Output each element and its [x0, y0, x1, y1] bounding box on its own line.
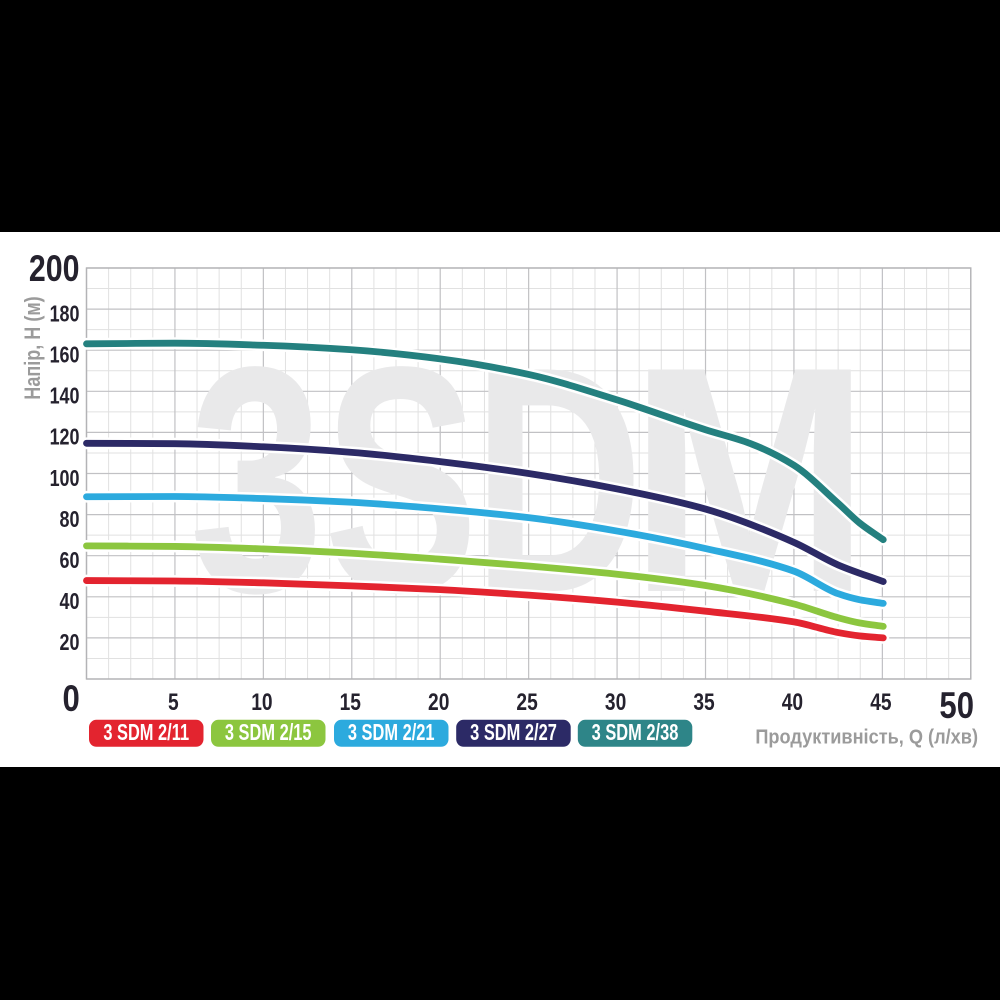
svg-text:20: 20: [428, 688, 449, 716]
svg-text:40: 40: [60, 589, 80, 615]
svg-text:30: 30: [605, 688, 626, 716]
svg-text:100: 100: [50, 466, 80, 492]
svg-text:40: 40: [782, 688, 803, 716]
svg-text:120: 120: [50, 425, 80, 451]
svg-text:3 SDM 2/38: 3 SDM 2/38: [592, 720, 679, 745]
svg-text:140: 140: [50, 384, 80, 410]
svg-text:80: 80: [60, 507, 80, 533]
svg-text:50: 50: [939, 685, 974, 726]
svg-text:160: 160: [50, 342, 80, 368]
svg-text:0: 0: [62, 679, 79, 720]
svg-text:3 SDM 2/21: 3 SDM 2/21: [348, 720, 435, 745]
svg-text:35: 35: [693, 688, 714, 716]
svg-text:25: 25: [516, 688, 537, 716]
svg-text:10: 10: [251, 688, 272, 716]
svg-text:15: 15: [340, 688, 361, 716]
svg-text:3 SDM 2/15: 3 SDM 2/15: [225, 720, 312, 745]
svg-text:20: 20: [60, 630, 80, 656]
svg-text:5: 5: [168, 688, 179, 716]
svg-text:3: 3: [189, 300, 323, 660]
svg-text:Напір, H (м): Напір, H (м): [21, 296, 45, 399]
svg-text:60: 60: [60, 548, 80, 574]
svg-text:3 SDM 2/11: 3 SDM 2/11: [103, 720, 189, 745]
svg-text:200: 200: [29, 248, 80, 290]
svg-text:Продуктивність, Q (л/хв): Продуктивність, Q (л/хв): [755, 726, 978, 749]
svg-text:3 SDM 2/27: 3 SDM 2/27: [470, 720, 557, 745]
svg-text:45: 45: [870, 688, 891, 716]
svg-text:180: 180: [50, 301, 80, 327]
